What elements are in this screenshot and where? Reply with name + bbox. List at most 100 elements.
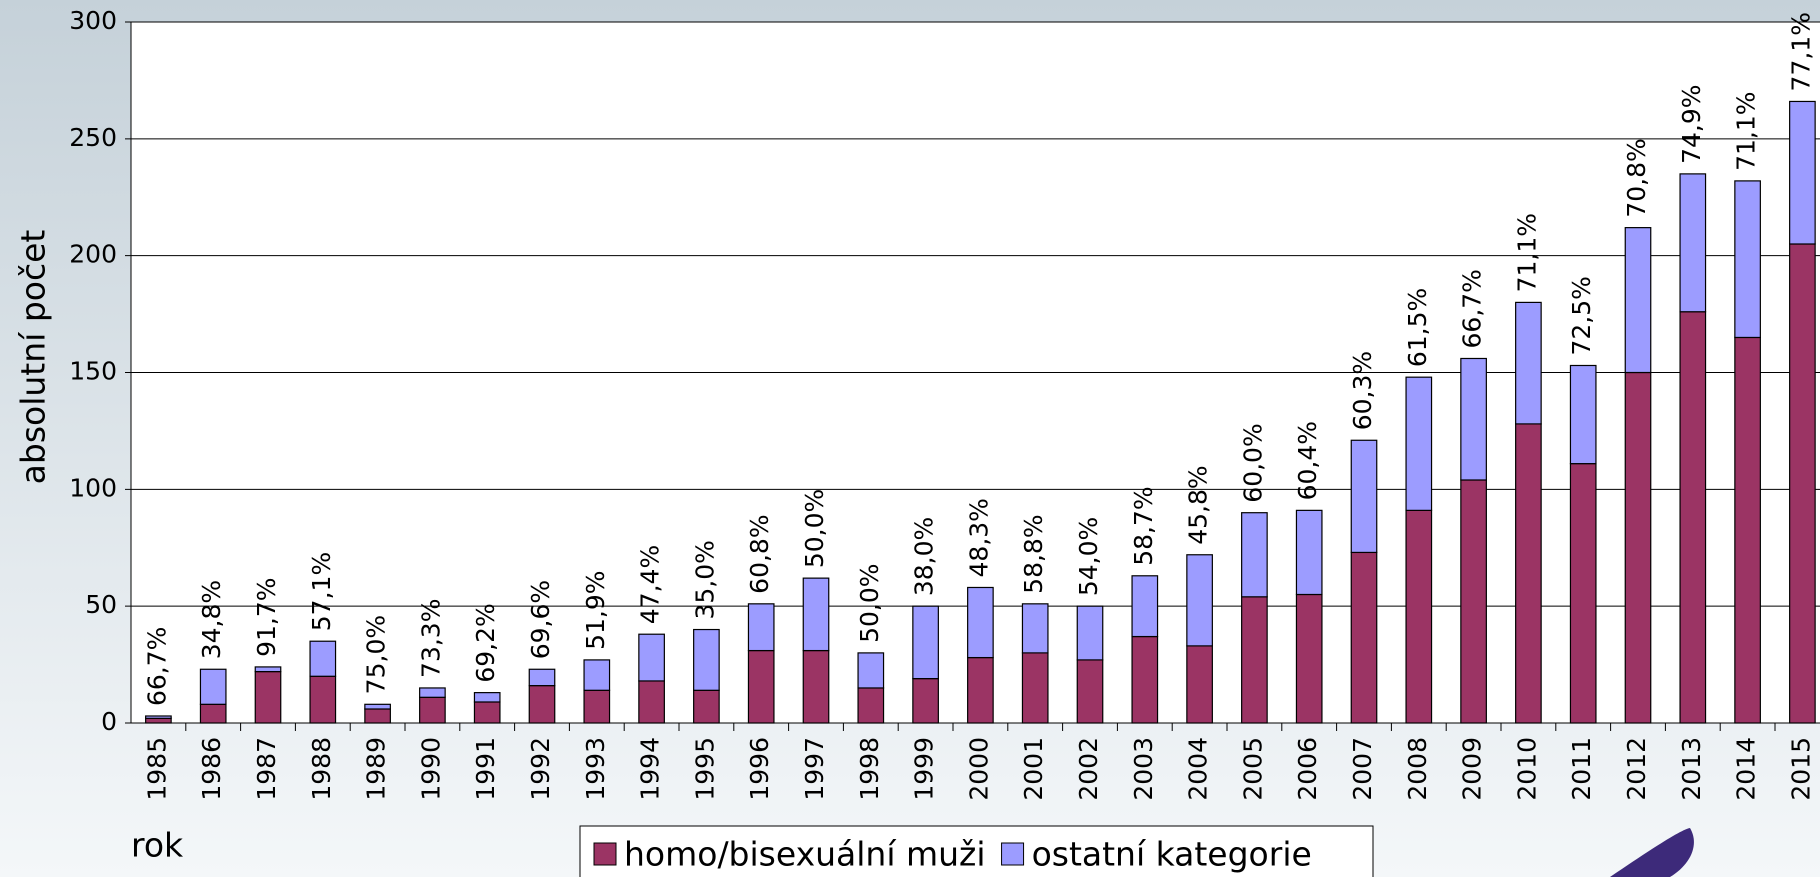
bar-segment [802, 577, 830, 652]
x-tick-label: 2015 [1786, 737, 1815, 801]
bar-segment [199, 668, 227, 705]
data-label: 66,7% [1458, 269, 1487, 348]
bar-segment [638, 680, 665, 724]
bar-segment [419, 687, 446, 698]
data-label: 45,8% [1184, 465, 1213, 544]
bar-segment [145, 715, 172, 719]
x-tick-label: 2008 [1403, 737, 1432, 801]
x-tick-label: 2007 [1348, 737, 1377, 801]
bar-segment [693, 628, 720, 691]
data-label: 60,8% [745, 514, 774, 593]
y-tick-label: 0 [101, 707, 117, 736]
x-tick-label: 1997 [800, 737, 829, 801]
bar-segment [1021, 652, 1049, 724]
bar-segment [1734, 336, 1761, 724]
bar-segment [1624, 371, 1652, 724]
bar-segment [1515, 423, 1542, 724]
y-tick-label: 150 [69, 357, 117, 386]
bar-segment [638, 633, 665, 682]
bar-segment [528, 668, 556, 687]
bar-segment [1186, 645, 1213, 724]
x-tick-label: 1999 [910, 737, 939, 801]
bar-segment [857, 687, 885, 724]
bar-segment [1789, 243, 1816, 724]
data-label: 69,2% [471, 603, 500, 682]
data-label: 66,7% [142, 627, 171, 706]
data-label: 91,7% [252, 577, 281, 656]
data-label: 71,1% [1732, 91, 1761, 170]
x-tick-label: 2010 [1512, 737, 1541, 801]
x-tick-label: 2000 [964, 737, 993, 801]
legend [579, 825, 1374, 877]
bar-segment [1241, 512, 1268, 598]
data-label: 34,8% [197, 580, 226, 659]
bar-segment [364, 703, 391, 710]
bar-segment [1295, 593, 1323, 724]
bar-segment [912, 605, 939, 680]
y-tick-label: 300 [69, 6, 117, 35]
x-tick-label: 2002 [1074, 737, 1103, 801]
x-tick-label: 2014 [1732, 737, 1761, 801]
bar-segment [1186, 554, 1213, 647]
x-tick-label: 1993 [581, 737, 610, 801]
data-label: 77,1% [1786, 12, 1815, 91]
data-label: 73,3% [416, 599, 445, 678]
bar-segment [1076, 605, 1104, 661]
legend-label: ostatní kategorie [1032, 835, 1312, 874]
data-label: 57,1% [307, 552, 336, 631]
bar-segment [912, 678, 939, 724]
bar-segment [1569, 364, 1597, 465]
x-tick-label: 1996 [745, 737, 774, 801]
data-label: 51,9% [581, 570, 610, 649]
bar-segment [967, 586, 994, 659]
bar-segment [254, 666, 282, 673]
bar-segment [1679, 311, 1707, 724]
bar-segment [309, 640, 337, 677]
data-label: 50,0% [800, 489, 829, 568]
bar-segment [309, 675, 337, 724]
bar-segment [145, 717, 172, 724]
data-label: 60,3% [1348, 351, 1377, 430]
data-label: 70,8% [1622, 138, 1651, 217]
x-tick-label: 2013 [1677, 737, 1706, 801]
bar-segment [1131, 575, 1159, 638]
bar-segment [473, 692, 501, 703]
bar-segment [1021, 603, 1049, 654]
x-tick-label: 2004 [1184, 737, 1213, 801]
x-tick-label: 1995 [690, 737, 719, 801]
bar-segment [1734, 180, 1761, 339]
y-tick-label: 250 [69, 123, 117, 152]
bar-segment [1241, 596, 1268, 724]
data-label: 50,0% [855, 563, 884, 642]
bar-segment [528, 685, 556, 724]
bar-segment [1460, 479, 1487, 724]
x-tick-label: 2011 [1567, 737, 1596, 801]
x-tick-label: 1988 [307, 737, 336, 801]
bar-segment [693, 689, 720, 724]
x-tick-label: 2012 [1622, 737, 1651, 801]
x-tick-label: 1989 [362, 737, 391, 801]
data-label: 58,8% [1019, 514, 1048, 593]
bar-segment [1405, 509, 1433, 724]
data-label: 60,4% [1293, 421, 1322, 500]
bar-segment [1295, 509, 1323, 596]
x-tick-label: 1998 [855, 737, 884, 801]
bar-segment [199, 703, 227, 724]
x-tick-label: 2006 [1293, 737, 1322, 801]
bar-segment [967, 656, 994, 724]
data-label: 71,1% [1512, 213, 1541, 292]
bar-segment [1405, 376, 1433, 511]
bar-segment [1350, 551, 1378, 724]
bar-segment [802, 649, 830, 724]
x-tick-label: 2005 [1238, 737, 1267, 801]
data-label: 61,5% [1403, 288, 1432, 367]
bar-segment [1569, 463, 1597, 724]
bar-segment [1350, 439, 1378, 554]
x-tick-label: 2003 [1129, 737, 1158, 801]
bar-segment [583, 689, 611, 724]
x-tick-label: 1985 [142, 737, 171, 801]
data-label: 58,7% [1129, 486, 1158, 565]
data-label: 75,0% [362, 615, 391, 694]
y-tick-label: 200 [69, 240, 117, 269]
data-label: 54,0% [1074, 517, 1103, 596]
